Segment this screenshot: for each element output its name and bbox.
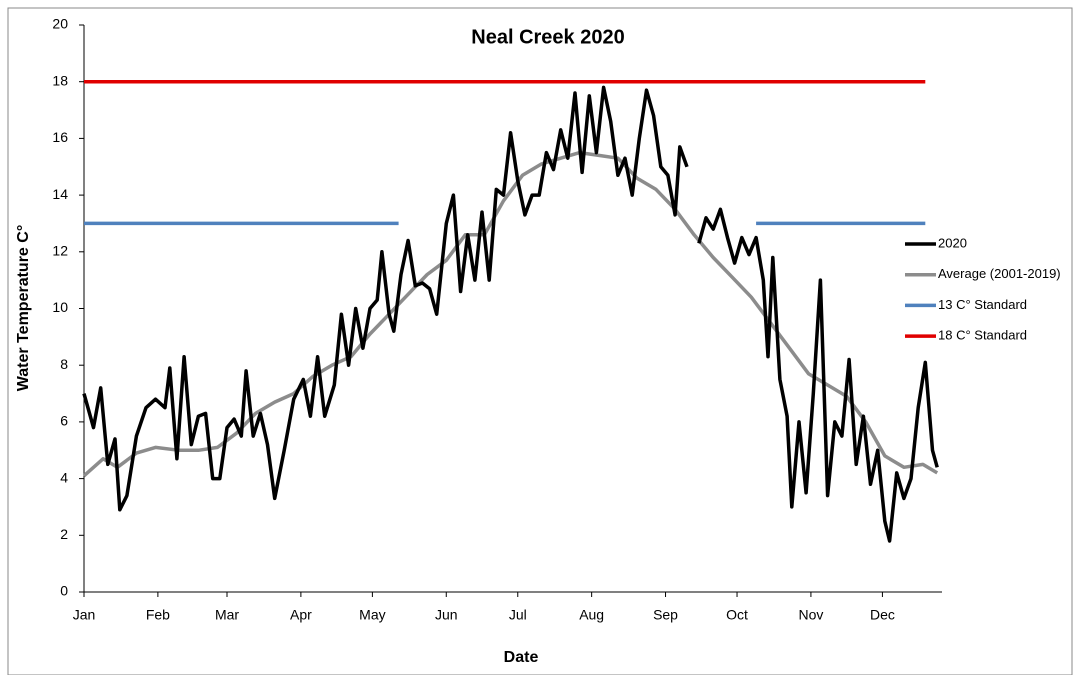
legend-label: 2020 [938, 235, 967, 250]
x-tick-label: Sep [653, 607, 678, 623]
x-tick-label: Dec [870, 607, 895, 623]
chart-frame [7, 7, 1073, 675]
x-tick-label: Oct [726, 607, 748, 623]
x-tick-label: Feb [146, 607, 170, 623]
x-tick-label: May [359, 607, 385, 623]
series-line [82, 150, 939, 478]
chart-title: Neal Creek 2020 [471, 26, 624, 48]
y-tick-label: 6 [60, 413, 68, 429]
legend-label: Average (2001-2019) [938, 266, 1061, 281]
y-tick-label: 12 [52, 243, 68, 259]
y-tick-label: 20 [52, 16, 68, 32]
y-tick-label: 4 [60, 469, 68, 485]
legend-label: 18 C° Standard [938, 328, 1027, 343]
x-tick-label: Nov [798, 607, 823, 623]
x-axis-label: Date [504, 649, 539, 666]
y-tick-label: 14 [52, 186, 68, 202]
y-tick-label: 16 [52, 129, 68, 145]
x-tick-label: Jun [435, 607, 458, 623]
y-tick-label: 8 [60, 356, 68, 372]
y-tick-label: 18 [52, 72, 68, 88]
legend-label: 13 C° Standard [938, 297, 1027, 312]
x-tick-label: Apr [290, 607, 312, 623]
x-tick-label: Aug [579, 607, 604, 623]
y-tick-label: 10 [52, 299, 68, 315]
y-tick-label: 2 [60, 526, 68, 542]
y-axis-label: Water Temperature C° [15, 225, 32, 391]
x-tick-label: Jan [73, 607, 96, 623]
x-tick-label: Jul [509, 607, 527, 623]
series-line [82, 85, 939, 543]
y-tick-label: 0 [60, 583, 68, 599]
x-tick-label: Mar [215, 607, 239, 623]
